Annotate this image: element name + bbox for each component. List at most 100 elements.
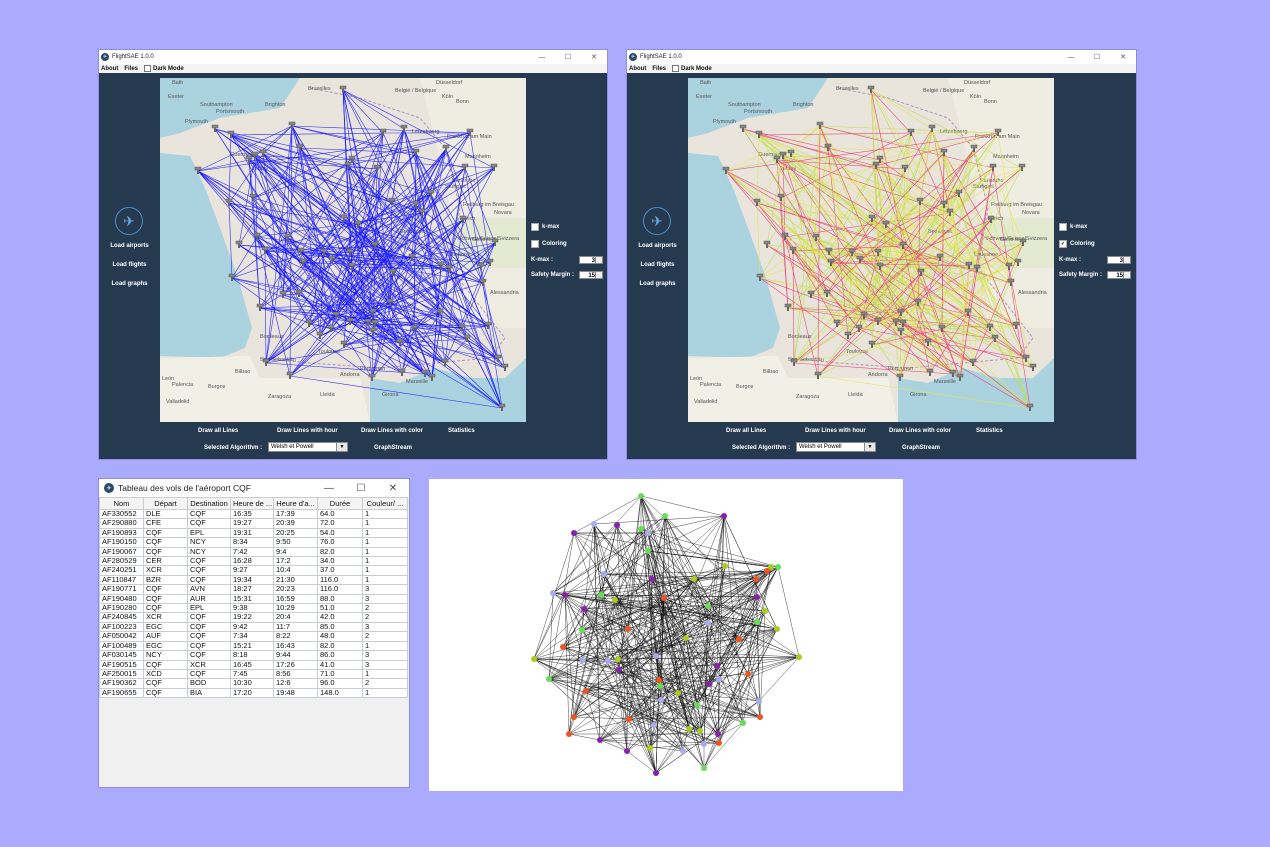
graph-canvas[interactable] bbox=[429, 479, 903, 791]
table-cell[interactable]: 1 bbox=[362, 518, 408, 529]
table-cell[interactable]: 82.0 bbox=[317, 546, 363, 558]
table-cell[interactable]: AF190515 bbox=[99, 659, 144, 670]
table-cell[interactable]: CQF bbox=[187, 556, 231, 567]
kmax-checkbox-row[interactable]: k-max bbox=[531, 223, 559, 231]
table-cell[interactable]: CQF bbox=[143, 546, 188, 558]
table-row[interactable]: AF190655 CQF BIA 17:20 19:48 148.0 1 bbox=[99, 687, 408, 699]
draw-all-lines-button[interactable]: Draw all Lines bbox=[726, 428, 767, 434]
load-flights-button[interactable]: Load flights bbox=[640, 262, 675, 268]
dark-mode-checkbox[interactable] bbox=[672, 64, 680, 72]
table-cell[interactable]: AF050042 bbox=[99, 631, 144, 642]
table-cell[interactable]: 3 bbox=[362, 659, 408, 670]
table-cell[interactable]: 1 bbox=[362, 546, 408, 558]
algorithm-select[interactable]: Welsh et Powell ▼ bbox=[268, 442, 348, 452]
table-cell[interactable]: AF190067 bbox=[99, 546, 144, 558]
menu-about[interactable]: About bbox=[101, 65, 119, 72]
safety-margin-spinner[interactable]: 15 bbox=[579, 271, 603, 279]
table-cell[interactable]: EGC bbox=[143, 640, 188, 652]
table-cell[interactable]: CER bbox=[143, 556, 188, 567]
table-cell[interactable]: 9:4 bbox=[273, 546, 318, 558]
table-cell[interactable]: 16:28 bbox=[230, 556, 274, 567]
table-cell[interactable]: CQF bbox=[143, 537, 188, 548]
table-cell[interactable]: 21:30 bbox=[273, 574, 318, 586]
table-cell[interactable]: CQF bbox=[143, 603, 188, 614]
table-cell[interactable]: 2 bbox=[362, 678, 408, 689]
table-cell[interactable]: 2 bbox=[362, 612, 408, 623]
table-cell[interactable]: AF190280 bbox=[99, 603, 144, 614]
minimize-button[interactable]: — bbox=[538, 53, 546, 61]
table-cell[interactable]: CQF bbox=[187, 631, 231, 642]
table-cell[interactable]: 1 bbox=[362, 640, 408, 652]
table-cell[interactable]: 8:18 bbox=[230, 650, 274, 661]
table-cell[interactable]: CQF bbox=[187, 508, 231, 520]
table-cell[interactable]: CQF bbox=[143, 687, 188, 699]
column-header[interactable]: Départ bbox=[143, 497, 188, 510]
table-cell[interactable]: DLE bbox=[143, 508, 188, 520]
table-cell[interactable]: 51.0 bbox=[317, 603, 363, 614]
table-cell[interactable]: 72.0 bbox=[317, 518, 363, 529]
table-cell[interactable]: 16:59 bbox=[273, 593, 318, 605]
table-cell[interactable]: CQF bbox=[143, 659, 188, 670]
table-cell[interactable]: 48.0 bbox=[317, 631, 363, 642]
dark-mode-toggle[interactable]: Dark Mode bbox=[144, 64, 184, 72]
table-cell[interactable]: 42.0 bbox=[317, 612, 363, 623]
table-cell[interactable]: 54.0 bbox=[317, 527, 363, 539]
table-cell[interactable]: AUR bbox=[187, 593, 231, 605]
table-cell[interactable]: 1 bbox=[362, 687, 408, 699]
table-cell[interactable]: AF190362 bbox=[99, 678, 144, 689]
menu-files[interactable]: Files bbox=[652, 65, 667, 72]
table-cell[interactable]: CQF bbox=[187, 640, 231, 652]
table-cell[interactable]: AUF bbox=[143, 631, 188, 642]
table-cell[interactable]: AF330552 bbox=[99, 508, 144, 520]
table-cell[interactable]: CQF bbox=[187, 518, 231, 529]
column-header[interactable]: Couleur/ ... bbox=[362, 497, 408, 510]
column-header[interactable]: Durée bbox=[317, 497, 363, 510]
dark-mode-checkbox[interactable] bbox=[144, 64, 152, 72]
table-cell[interactable]: 9:44 bbox=[273, 650, 318, 661]
coloring-checkbox[interactable]: ✓ bbox=[1059, 240, 1067, 248]
table-cell[interactable]: 88.0 bbox=[317, 593, 363, 605]
table-cell[interactable]: AF280529 bbox=[99, 556, 144, 567]
column-header[interactable]: Nom bbox=[99, 497, 144, 510]
table-cell[interactable]: 1 bbox=[362, 556, 408, 567]
table-cell[interactable]: 85.0 bbox=[317, 621, 363, 633]
table-cell[interactable]: 148.0 bbox=[317, 687, 363, 699]
table-row[interactable]: AF190280 CQF EPL 9:38 10:29 51.0 2 bbox=[99, 603, 408, 614]
table-cell[interactable]: 17:20 bbox=[230, 687, 274, 699]
table-row[interactable]: AF100489 EGC CQF 15:21 16:43 82.0 1 bbox=[99, 640, 408, 652]
draw-lines-color-button[interactable]: Draw Lines with color bbox=[889, 428, 952, 434]
table-cell[interactable]: 3 bbox=[362, 650, 408, 661]
table-cell[interactable]: 3 bbox=[362, 584, 408, 595]
table-row[interactable]: AF330552 DLE CQF 16:35 17:39 64.0 1 bbox=[99, 508, 408, 520]
table-cell[interactable]: 11:7 bbox=[273, 621, 318, 633]
table-row[interactable]: AF190771 CQF AVN 18:27 20:23 116.0 3 bbox=[99, 584, 408, 595]
draw-all-lines-button[interactable]: Draw all Lines bbox=[198, 428, 239, 434]
load-airports-button[interactable]: Load airports bbox=[638, 243, 677, 249]
table-cell[interactable]: 7:42 bbox=[230, 546, 274, 558]
table-cell[interactable]: 76.0 bbox=[317, 537, 363, 548]
table-cell[interactable]: EPL bbox=[187, 603, 231, 614]
table-cell[interactable]: 3 bbox=[362, 593, 408, 605]
table-row[interactable]: AF190893 CQF EPL 19:31 20:25 54.0 1 bbox=[99, 527, 408, 539]
kmax-spinner[interactable]: 3 bbox=[579, 256, 603, 264]
table-cell[interactable]: AF100223 bbox=[99, 621, 144, 633]
table-cell[interactable]: 96.0 bbox=[317, 678, 363, 689]
table-row[interactable]: AF110847 BZR CQF 19:34 21:30 116.0 1 bbox=[99, 574, 408, 586]
load-airports-button[interactable]: Load airports bbox=[110, 243, 149, 249]
table-cell[interactable]: EPL bbox=[187, 527, 231, 539]
load-graphs-button[interactable]: Load graphs bbox=[111, 281, 148, 287]
table-cell[interactable]: 82.0 bbox=[317, 640, 363, 652]
dropdown-arrow-icon[interactable]: ▼ bbox=[864, 443, 875, 451]
statistics-button[interactable]: Statistics bbox=[448, 428, 475, 434]
table-cell[interactable]: 9:38 bbox=[230, 603, 274, 614]
table-cell[interactable]: 18:27 bbox=[230, 584, 274, 595]
table-cell[interactable]: 1 bbox=[362, 565, 408, 576]
table-cell[interactable]: 1 bbox=[362, 668, 408, 680]
table-cell[interactable]: 20:39 bbox=[273, 518, 318, 529]
kmax-checkbox[interactable] bbox=[531, 223, 539, 231]
close-button[interactable]: ✕ bbox=[591, 54, 597, 61]
statistics-button[interactable]: Statistics bbox=[976, 428, 1003, 434]
flights-table[interactable]: Nom Départ Destination Heure de ... Heure d'… bbox=[99, 497, 408, 699]
table-cell[interactable]: XCR bbox=[143, 565, 188, 576]
table-cell[interactable]: AF100489 bbox=[99, 640, 144, 652]
